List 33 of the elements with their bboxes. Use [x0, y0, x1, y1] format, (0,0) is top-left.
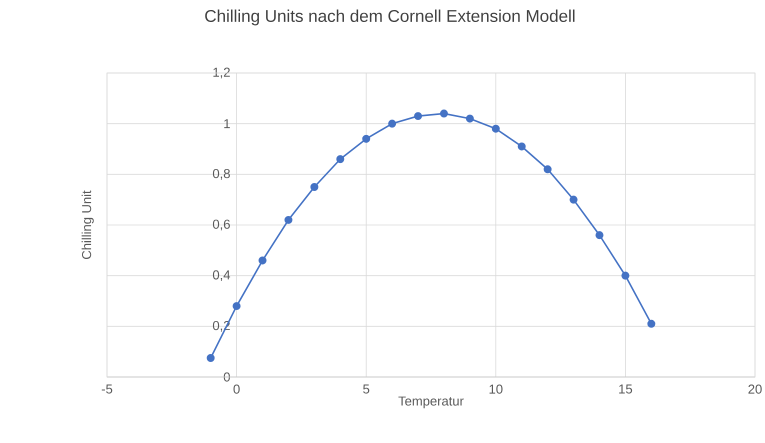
chart-title: Chilling Units nach dem Cornell Extension Modell [205, 10, 574, 26]
y-tick-label: 0 [224, 372, 230, 382]
x-tick-label: 0 [234, 384, 240, 394]
x-axis-title: Temperatur [398, 396, 464, 408]
point [466, 114, 474, 123]
point [258, 256, 267, 264]
point [492, 124, 500, 133]
y-tick-label: 0,6 [212, 220, 230, 230]
point [621, 272, 630, 280]
point [518, 142, 526, 150]
y-tick-label: 0,4 [212, 270, 230, 282]
point [362, 134, 370, 143]
point [336, 155, 344, 164]
point [440, 110, 448, 118]
x-tick-label: 10 [490, 384, 503, 394]
point [595, 231, 604, 240]
x-tick-label: 20 [748, 384, 762, 394]
point [206, 354, 215, 362]
point [232, 302, 241, 310]
y-tick-label: 1,2 [213, 68, 230, 78]
point [310, 183, 318, 191]
point [647, 320, 656, 328]
x-tick-label: 5 [363, 384, 370, 394]
y-tick-label: 1 [224, 119, 230, 128]
point [414, 112, 422, 120]
point [570, 196, 578, 204]
x-tick-label: 15 [619, 384, 632, 394]
y-tick-label: 0,8 [212, 168, 230, 180]
point [284, 216, 292, 224]
y-axis-title: Chilling Unit [82, 190, 94, 260]
point [388, 120, 396, 128]
point [544, 165, 552, 174]
x-tick-label: -5 [102, 384, 112, 394]
